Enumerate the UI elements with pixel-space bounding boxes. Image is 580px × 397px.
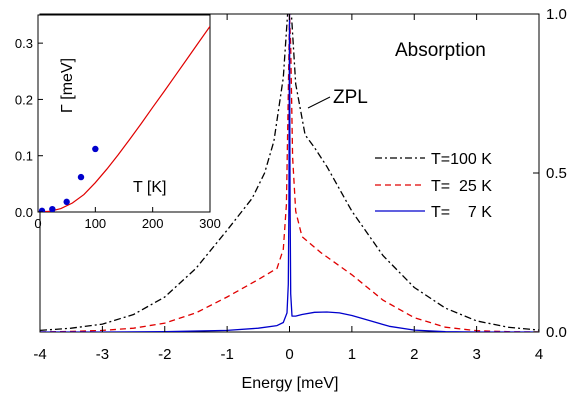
inset-x-tick-label: 300 — [199, 216, 221, 231]
legend: T=100 K T= 25 K T= 7 K — [375, 151, 492, 221]
inset-fit-line — [38, 25, 210, 212]
series-line-1 — [40, 14, 539, 332]
inset-y-label: Γ [meV] — [59, 58, 76, 113]
inset-y-tick-label: 0.0 — [15, 205, 33, 220]
x-tick-label: 4 — [535, 346, 543, 363]
series-line-2 — [40, 14, 539, 332]
inset-background — [37, 14, 211, 213]
x-tick-label: -2 — [158, 346, 171, 363]
zpl-label: ZPL — [333, 87, 368, 108]
x-tick-label: -3 — [96, 346, 109, 363]
inset-y-tick-label: 0.3 — [15, 36, 33, 51]
x-tick-label: 2 — [410, 346, 418, 363]
y-tick-label-right: 0.0 — [546, 324, 567, 341]
series-line-0 — [40, 14, 539, 332]
x-tick-label: 0 — [285, 346, 293, 363]
inset-data-point — [38, 207, 46, 212]
legend-label-100k: T=100 K — [431, 151, 492, 168]
x-axis-label: Energy [meV] — [242, 375, 339, 392]
inset-data-point — [92, 145, 99, 153]
inset-y-tick-label: 0.2 — [15, 92, 33, 107]
inset-y-tick-label: 0.1 — [15, 149, 33, 164]
x-tick-label: -1 — [220, 346, 233, 363]
zpl-pointer — [307, 96, 331, 109]
y-tick-label-right: 1.0 — [546, 6, 567, 23]
y-tick-label-right: 0.5 — [546, 165, 567, 182]
inset-data-point — [63, 198, 70, 206]
inset-x-tick-label: 0 — [34, 216, 41, 231]
legend-label-25k: T= 25 K — [431, 178, 492, 195]
inset-data-point — [49, 205, 56, 212]
x-tick-label: -4 — [33, 346, 46, 363]
x-tick-label: 1 — [348, 346, 356, 363]
x-tick-label: 3 — [472, 346, 480, 363]
inset-x-label: T [K] — [133, 179, 167, 196]
absorption-label: Absorption — [395, 40, 486, 61]
legend-label-7k: T= 7 K — [431, 204, 492, 221]
inset-x-tick-label: 100 — [84, 216, 106, 231]
inset-data-point — [77, 173, 85, 181]
inset-x-tick-label: 200 — [142, 216, 164, 231]
